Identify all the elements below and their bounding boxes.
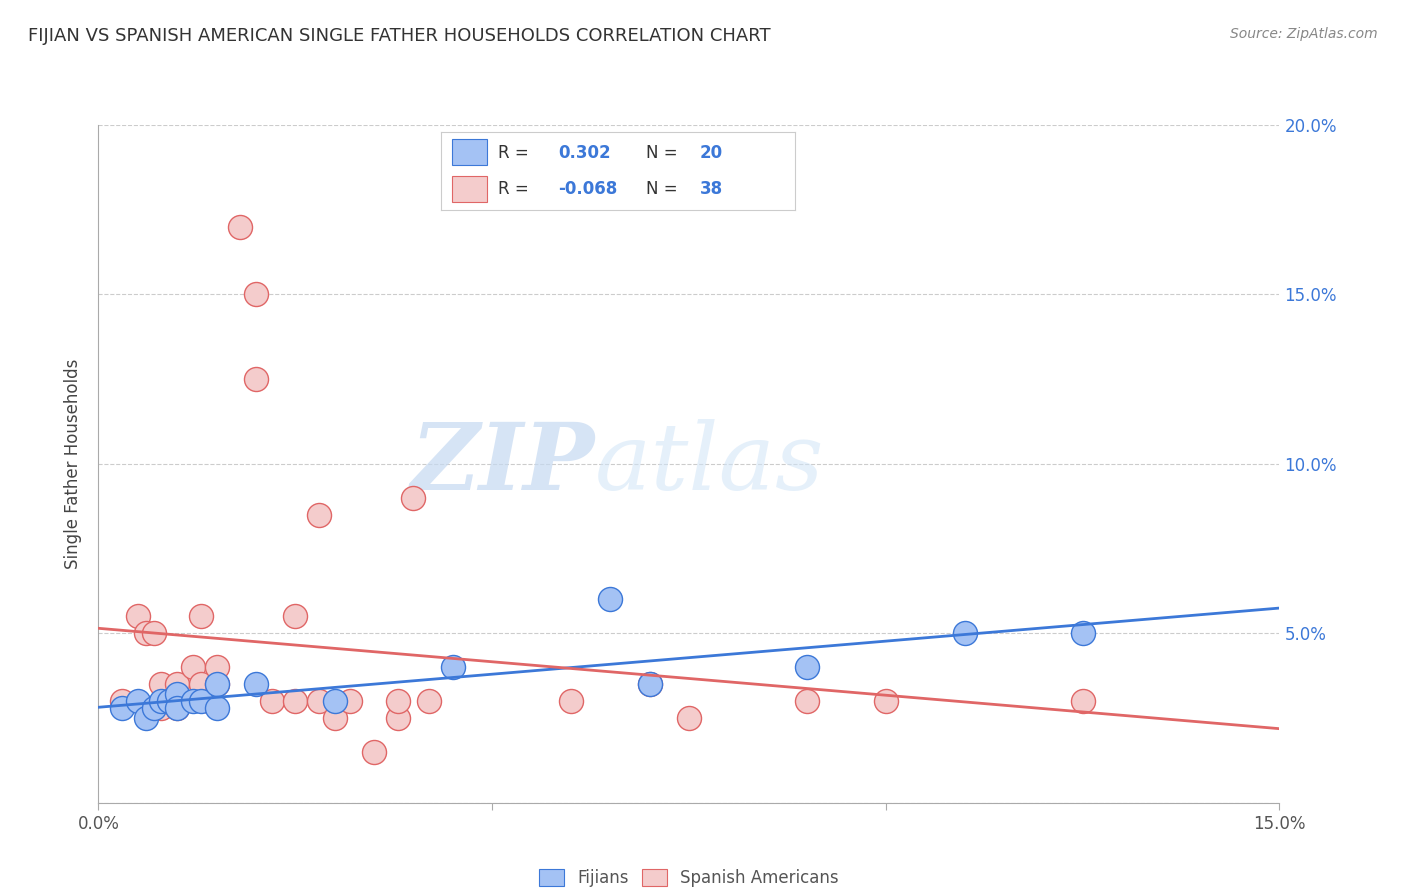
Point xyxy=(142,701,165,715)
Point xyxy=(127,609,149,624)
Point xyxy=(190,677,212,691)
Point xyxy=(181,660,204,674)
Point xyxy=(150,677,173,691)
Point xyxy=(638,677,661,691)
Point xyxy=(205,677,228,691)
Point xyxy=(166,701,188,715)
Point xyxy=(111,694,134,708)
Point xyxy=(150,701,173,715)
Point xyxy=(245,677,267,691)
Point xyxy=(190,694,212,708)
Point xyxy=(127,694,149,708)
Point xyxy=(166,677,188,691)
Point xyxy=(205,660,228,674)
Point xyxy=(205,701,228,715)
Point xyxy=(284,609,307,624)
Point xyxy=(111,701,134,715)
Point xyxy=(560,694,582,708)
Text: ZIP: ZIP xyxy=(411,419,595,508)
Point xyxy=(245,287,267,301)
Text: FIJIAN VS SPANISH AMERICAN SINGLE FATHER HOUSEHOLDS CORRELATION CHART: FIJIAN VS SPANISH AMERICAN SINGLE FATHER… xyxy=(28,27,770,45)
Point xyxy=(387,711,409,725)
Point xyxy=(308,508,330,522)
Point xyxy=(142,626,165,640)
Point xyxy=(157,694,180,708)
Point xyxy=(599,592,621,607)
Point xyxy=(953,626,976,640)
Point xyxy=(190,609,212,624)
Point xyxy=(245,372,267,386)
Point xyxy=(1071,694,1094,708)
Point xyxy=(402,491,425,505)
Y-axis label: Single Father Households: Single Father Households xyxy=(65,359,83,569)
Point xyxy=(323,711,346,725)
Point xyxy=(197,694,219,708)
Text: Source: ZipAtlas.com: Source: ZipAtlas.com xyxy=(1230,27,1378,41)
Point xyxy=(205,677,228,691)
Point xyxy=(418,694,440,708)
Point xyxy=(323,694,346,708)
Point xyxy=(157,694,180,708)
Point xyxy=(166,694,188,708)
Point xyxy=(284,694,307,708)
Point xyxy=(441,660,464,674)
Point xyxy=(166,701,188,715)
Point xyxy=(229,219,252,234)
Point xyxy=(875,694,897,708)
Point xyxy=(135,626,157,640)
Point xyxy=(150,694,173,708)
Point xyxy=(339,694,361,708)
Point xyxy=(796,694,818,708)
Text: atlas: atlas xyxy=(595,419,824,508)
Point xyxy=(796,660,818,674)
Point xyxy=(387,694,409,708)
Point xyxy=(166,687,188,701)
Point xyxy=(363,745,385,759)
Point xyxy=(135,711,157,725)
Point xyxy=(181,694,204,708)
Point xyxy=(308,694,330,708)
Point xyxy=(142,701,165,715)
Point xyxy=(260,694,283,708)
Point xyxy=(1071,626,1094,640)
Legend: Fijians, Spanish Americans: Fijians, Spanish Americans xyxy=(533,862,845,892)
Point xyxy=(678,711,700,725)
Point xyxy=(638,677,661,691)
